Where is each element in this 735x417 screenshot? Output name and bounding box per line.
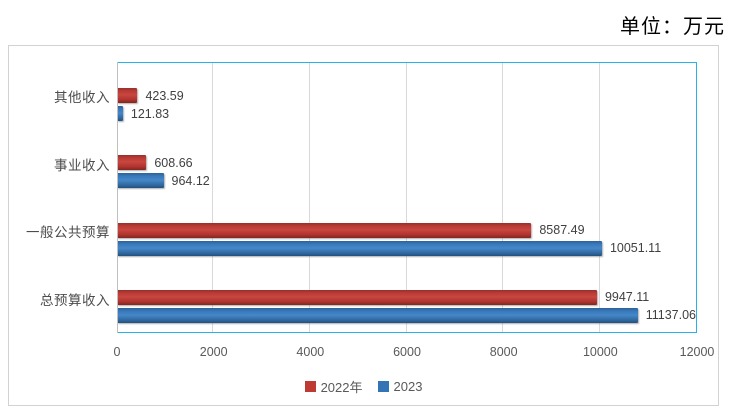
value-label: 121.83 <box>130 106 170 121</box>
bar-pair: 423.59 121.83 <box>117 88 696 124</box>
bar-line: 9947.11 <box>117 289 696 305</box>
bar-series1-row1 <box>117 173 164 189</box>
category-label-3: 总预算收入 <box>40 293 110 309</box>
bar-row-1: 608.66 964.12 <box>117 130 696 197</box>
legend-item-2023: 2023 <box>377 378 423 394</box>
gridline <box>308 63 310 332</box>
value-label: 8587.49 <box>539 223 585 237</box>
gridline <box>212 63 214 332</box>
gridline <box>405 63 407 332</box>
legend-swatch-2023 <box>377 380 389 392</box>
unit-label: 单位：万元 <box>620 16 725 38</box>
category-label-1: 事业收入 <box>54 157 110 173</box>
legend-label-2023: 2023 <box>393 378 423 394</box>
value-label: 964.12 <box>171 173 210 188</box>
bar-line: 11137.06 <box>117 307 696 323</box>
bar-series0-row2 <box>117 222 532 238</box>
bar-pair: 8587.49 10051.11 <box>117 222 696 259</box>
value-label: 608.66 <box>154 155 193 170</box>
bar-series1-row2 <box>117 240 602 256</box>
bar-row-0: 423.59 121.83 <box>117 63 696 130</box>
bar-line: 608.66 <box>117 155 696 171</box>
bar-line: 8587.49 <box>117 222 696 238</box>
category-label-0: 其他收入 <box>54 89 110 105</box>
bar-row-2: 8587.49 10051.11 <box>117 198 696 265</box>
bar-rows: 423.59 121.83 608.66 964.12 8587.49 10051.11 9… <box>117 63 696 332</box>
bar-pair: 608.66 964.12 <box>117 155 696 191</box>
category-axis-labels: 其他收入事业收入一般公共预算总预算收入 <box>8 62 110 333</box>
plot-area: 423.59 121.83 608.66 964.12 8587.49 10051.11 9… <box>117 62 697 333</box>
value-label: 11137.06 <box>645 308 696 323</box>
legend-swatch-2022 <box>304 380 316 392</box>
bar-series0-row3 <box>117 289 597 305</box>
value-label: 9947.11 <box>604 290 650 305</box>
bar-line: 10051.11 <box>117 240 696 256</box>
x-tick-label: 12000 <box>679 345 715 359</box>
value-axis-labels: 0 2000 4000 6000 8000 10000 12000 <box>113 345 715 361</box>
bar-series1-row3 <box>117 307 638 323</box>
bar-series1-row0 <box>117 106 123 121</box>
bar-row-3: 9947.11 11137.06 <box>117 265 696 332</box>
gridline <box>501 63 503 332</box>
value-label: 423.59 <box>145 88 184 103</box>
gridline <box>598 63 600 332</box>
bar-series0-row0 <box>117 88 138 103</box>
bar-line: 423.59 <box>117 88 696 103</box>
category-axis-line <box>117 62 118 333</box>
x-tick-label: 4000 <box>296 345 325 359</box>
legend-label-2022: 2022年 <box>320 379 363 395</box>
x-tick-label: 0 <box>113 345 121 359</box>
bar-line: 964.12 <box>117 173 696 189</box>
x-tick-label: 6000 <box>393 345 421 359</box>
legend-item-2022: 2022年 <box>304 377 363 396</box>
bar-series0-row1 <box>117 155 147 171</box>
bar-line: 121.83 <box>117 106 696 121</box>
category-label-2: 一般公共预算 <box>26 225 110 241</box>
x-tick-label: 8000 <box>489 345 518 359</box>
x-tick-label: 10000 <box>582 345 618 359</box>
x-tick-label: 2000 <box>199 345 228 359</box>
bar-pair: 9947.11 11137.06 <box>117 289 696 326</box>
value-label: 10051.11 <box>609 241 662 255</box>
legend: 2022年 2023 <box>8 377 719 396</box>
